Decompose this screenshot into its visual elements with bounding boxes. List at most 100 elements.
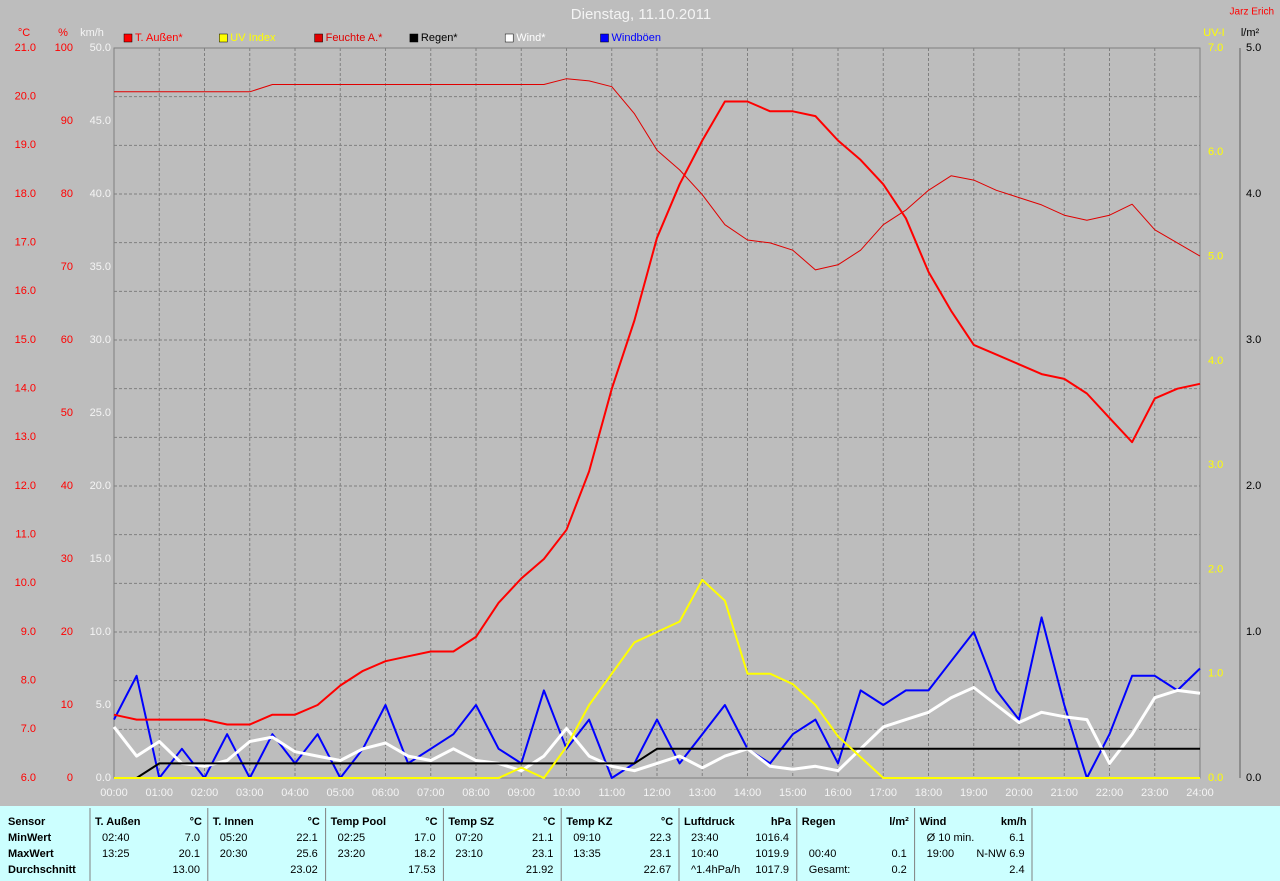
x-tick-label: 02:00 <box>191 787 219 799</box>
y-tick-label: 21.0 <box>15 42 36 54</box>
y-tick-label: 0.0 <box>96 772 111 784</box>
cell-value: 22.3 <box>650 832 671 844</box>
column-unit: °C <box>543 816 555 828</box>
legend-label: T. Außen* <box>135 32 183 44</box>
x-tick-label: 22:00 <box>1096 787 1124 799</box>
cell-value: 17.53 <box>408 864 436 876</box>
cell-label: 07:20 <box>455 832 483 844</box>
x-tick-label: 10:00 <box>553 787 581 799</box>
x-tick-label: 01:00 <box>145 787 173 799</box>
y-tick-label: 10.0 <box>90 626 111 638</box>
y-tick-label: 40.0 <box>90 188 111 200</box>
chart-title: Dienstag, 11.10.2011 <box>571 6 711 23</box>
cell-value: 2.4 <box>1009 864 1024 876</box>
y-tick-label: 16.0 <box>15 285 36 297</box>
column-header: Luftdruck <box>684 816 736 828</box>
column-header: T. Außen <box>95 816 141 828</box>
x-tick-label: 06:00 <box>372 787 400 799</box>
y-tick-label: 5.0 <box>1246 42 1261 54</box>
y-tick-label: 30.0 <box>90 334 111 346</box>
y-tick-label: 20.0 <box>15 91 36 103</box>
column-unit: l/m² <box>889 816 909 828</box>
series-line <box>112 686 1201 773</box>
x-tick-label: 09:00 <box>507 787 535 799</box>
y-tick-label: 15.0 <box>15 334 36 346</box>
y-tick-label: 45.0 <box>90 115 111 127</box>
cell-value: 23.02 <box>290 864 318 876</box>
chart: Dienstag, 11.10.2011 Jarz Erich °C 6.0 7.0… <box>14 5 1274 799</box>
cell-label: 09:10 <box>573 832 601 844</box>
cell-value: 7.0 <box>185 832 200 844</box>
y-tick-label: 10.0 <box>15 577 36 589</box>
x-tick-label: 04:00 <box>281 787 309 799</box>
cell-value: 0.2 <box>892 864 907 876</box>
legend-label: UV Index <box>230 32 276 44</box>
y-tick-label: 10 <box>61 699 73 711</box>
y-tick-label: 6.0 <box>1208 146 1223 158</box>
cell-value: 23.1 <box>532 848 553 860</box>
series-line <box>114 78 1201 271</box>
y-tick-label: 9.0 <box>21 626 36 638</box>
series-line <box>113 100 1201 726</box>
y-tick-label: 100 <box>55 42 73 54</box>
column-unit: °C <box>307 816 319 828</box>
column-header: Temp KZ <box>566 816 613 828</box>
series-line <box>114 747 1200 779</box>
column-header: Temp Pool <box>331 816 386 828</box>
column-unit: km/h <box>1001 816 1027 828</box>
cell-value: 21.92 <box>526 864 554 876</box>
cell-value: 25.6 <box>296 848 317 860</box>
x-tick-label: 13:00 <box>688 787 716 799</box>
series-line <box>114 578 1200 779</box>
column-header: Regen <box>802 816 836 828</box>
legend-swatch <box>314 33 323 43</box>
cell-value: 22.67 <box>644 864 672 876</box>
cell-value: 20.1 <box>179 848 200 860</box>
axis-unit: km/h <box>80 27 104 39</box>
y-tick-label: 25.0 <box>90 407 111 419</box>
column-unit: hPa <box>771 816 792 828</box>
x-tick-label: 18:00 <box>915 787 943 799</box>
x-tick-label: 23:00 <box>1141 787 1169 799</box>
legend-swatch <box>219 33 228 43</box>
cell-label: Gesamt: <box>809 864 851 876</box>
column-header: Wind <box>920 816 947 828</box>
cell-value: 13.00 <box>172 864 200 876</box>
y-tick-label: 13.0 <box>15 431 36 443</box>
table-background <box>0 806 1280 881</box>
x-tick-label: 14:00 <box>734 787 762 799</box>
cell-label: 23:10 <box>455 848 483 860</box>
axis-unit: UV-I <box>1203 27 1224 39</box>
cell-value: 6.1 <box>1009 832 1024 844</box>
x-tick-label: 17:00 <box>869 787 897 799</box>
cell-label: 02:25 <box>338 832 366 844</box>
y-tick-label: 4.0 <box>1208 355 1223 367</box>
stats-table: Sensor MinWert MaxWert Durchschnitt T. Außen… <box>0 806 1280 881</box>
y-tick-label: 0.0 <box>1246 772 1261 784</box>
cell-label: 23:20 <box>338 848 366 860</box>
cell-value: 18.2 <box>414 848 435 860</box>
y-tick-label: 80 <box>61 188 73 200</box>
cell-label: 19:00 <box>927 848 955 860</box>
column-header: Temp SZ <box>448 816 494 828</box>
cell-value: 0.1 <box>892 848 907 860</box>
x-tick-label: 24:00 <box>1186 787 1214 799</box>
y-tick-label: 35.0 <box>90 261 111 273</box>
x-tick-label: 11:00 <box>598 787 625 799</box>
x-tick-label: 08:00 <box>462 787 490 799</box>
cell-value: 17.0 <box>414 832 435 844</box>
y-tick-label: 5.0 <box>96 699 111 711</box>
x-tick-label: 19:00 <box>960 787 988 799</box>
column-unit: °C <box>190 816 202 828</box>
x-tick-label: 03:00 <box>236 787 264 799</box>
y-tick-label: 50.0 <box>90 42 111 54</box>
legend-swatch <box>504 33 514 43</box>
axis-unit: l/m² <box>1241 27 1260 39</box>
legend-label: Regen* <box>421 32 458 44</box>
column-header: T. Innen <box>213 816 254 828</box>
cell-value: 23.1 <box>650 848 671 860</box>
cell-value: 1016.4 <box>755 832 789 844</box>
y-tick-label: 2.0 <box>1208 563 1223 575</box>
cell-label: ^1.4hPa/h <box>691 864 740 876</box>
y-tick-label: 8.0 <box>21 675 36 687</box>
